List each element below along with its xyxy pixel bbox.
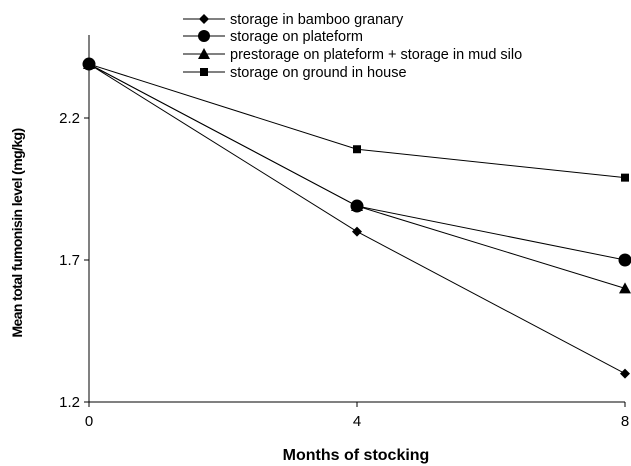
legend-entry: storage in bamboo granary xyxy=(183,12,404,28)
data-point-triangle xyxy=(619,282,631,294)
legend-label: storage on plateform xyxy=(230,29,363,45)
legend-label: storage on ground in house xyxy=(230,65,407,81)
y-tick-label: 2.2 xyxy=(59,110,80,127)
legend-label: storage in bamboo granary xyxy=(230,12,404,28)
series-line xyxy=(88,63,626,375)
data-point-diamond xyxy=(620,368,630,379)
data-point-square xyxy=(353,145,361,154)
legend-entry: storage on plateform xyxy=(183,29,363,45)
data-point-square xyxy=(621,173,629,182)
legend-triangle-marker xyxy=(198,48,210,59)
legend-label: prestorage on plateform + storage in mud… xyxy=(230,47,522,63)
data-point-square xyxy=(85,60,93,69)
series-triangle xyxy=(83,58,631,294)
series-line xyxy=(88,63,626,179)
series-diamond xyxy=(84,59,630,379)
y-tick-label: 1.2 xyxy=(59,394,80,411)
data-point-diamond xyxy=(352,226,362,237)
plot-area xyxy=(82,57,631,379)
legend-diamond-marker xyxy=(199,14,209,24)
x-tick-label: 8 xyxy=(621,413,629,430)
x-axis-title: Months of stocking xyxy=(283,447,430,464)
x-axis: 0 4 8 xyxy=(85,401,629,430)
legend-entry: storage on ground in house xyxy=(183,65,407,81)
x-tick-label: 0 xyxy=(85,413,93,430)
y-axis-title: Mean total fumonisin level (mg/kg) xyxy=(9,128,25,337)
legend-square-marker xyxy=(200,68,208,76)
legend: storage in bamboo granary storage on pla… xyxy=(183,12,522,81)
y-axis: 1.2 1.7 2.2 xyxy=(59,35,90,411)
y-tick-label: 1.7 xyxy=(59,252,80,269)
data-point-triangle xyxy=(351,200,363,212)
x-tick-label: 4 xyxy=(353,413,361,430)
series-line xyxy=(88,63,626,289)
data-point-circle xyxy=(618,253,631,267)
legend-circle-marker xyxy=(198,30,210,42)
series-square xyxy=(85,60,629,182)
legend-entry: prestorage on plateform + storage in mud… xyxy=(183,47,522,63)
